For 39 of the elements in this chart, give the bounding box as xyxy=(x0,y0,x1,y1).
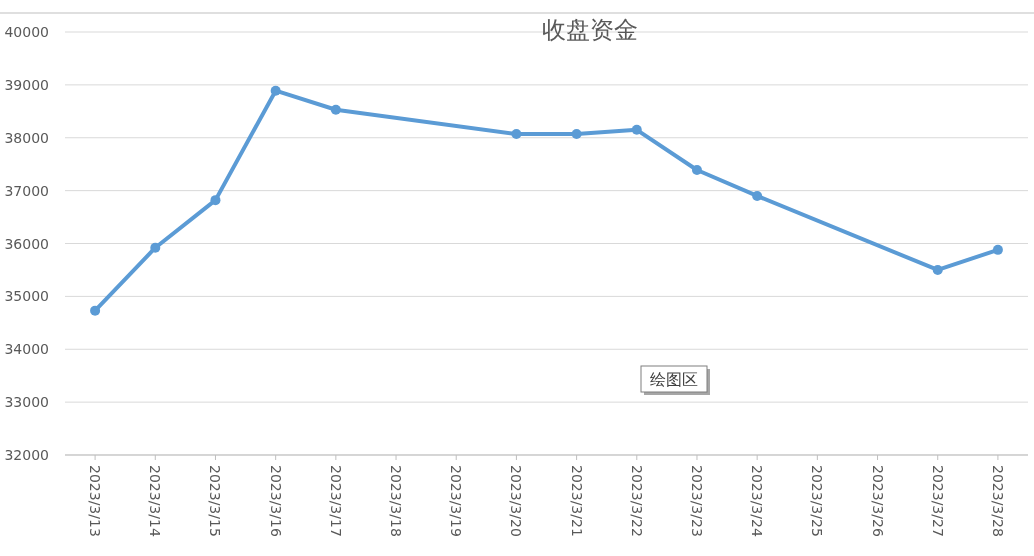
point xyxy=(210,195,221,206)
point xyxy=(631,124,642,135)
y-tick-label: 32000 xyxy=(4,447,49,463)
x-tick-label: 2023/3/18 xyxy=(388,465,405,537)
x-tick-label: 2023/3/16 xyxy=(267,465,284,537)
x-tick-label: 2023/3/25 xyxy=(809,465,826,537)
annotation: 绘图区 xyxy=(650,370,698,389)
point xyxy=(330,104,341,115)
point xyxy=(511,129,522,140)
y-tick-label: 36000 xyxy=(4,235,49,252)
x-tick-label: 2023/3/26 xyxy=(869,465,886,537)
y-tick-label: 38000 xyxy=(4,129,49,146)
x-tick-label: 2023/3/20 xyxy=(508,465,525,537)
x-tick-label: 2023/3/24 xyxy=(749,465,766,537)
y-tick-label: 35000 xyxy=(4,288,49,305)
point xyxy=(932,264,943,275)
x-tick-label: 2023/3/14 xyxy=(147,465,164,537)
point xyxy=(571,129,582,140)
x-tick-label: 2023/3/19 xyxy=(448,465,465,537)
y-tick-label: 39000 xyxy=(4,76,49,93)
y-tick-label: 37000 xyxy=(4,182,49,199)
y-tick-label: 40000 xyxy=(4,24,49,40)
x-tick-label: 2023/3/28 xyxy=(989,465,1006,537)
x-tick-label: 2023/3/22 xyxy=(628,465,645,537)
x-tick-label: 2023/3/17 xyxy=(327,465,344,537)
point xyxy=(752,190,763,201)
point xyxy=(691,165,702,175)
point xyxy=(90,305,101,316)
point xyxy=(270,85,281,96)
x-tick-label: 2023/3/21 xyxy=(568,465,585,537)
x-tick-label: 2023/3/27 xyxy=(929,465,946,537)
x-tick-label: 2023/3/13 xyxy=(87,465,104,537)
point xyxy=(150,242,161,253)
y-tick-label: 33000 xyxy=(4,394,49,411)
chart-title: 收盘资金 xyxy=(542,16,638,44)
point xyxy=(992,244,1003,255)
x-tick-label: 2023/3/23 xyxy=(688,465,705,537)
x-tick-label: 2023/3/15 xyxy=(207,465,224,537)
y-tick-label: 34000 xyxy=(4,341,49,358)
